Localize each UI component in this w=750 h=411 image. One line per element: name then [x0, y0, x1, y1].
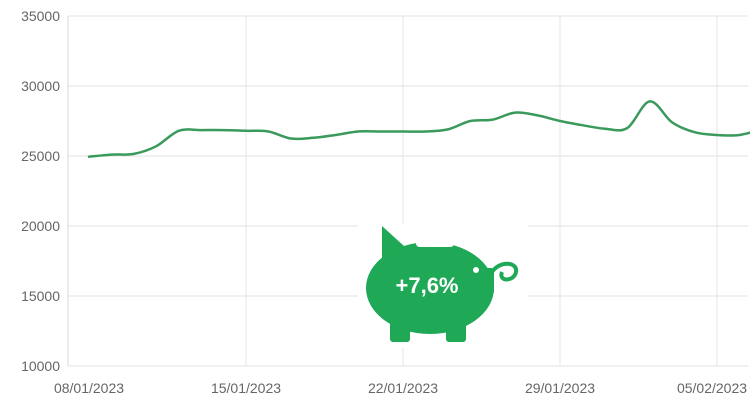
piggy-bank-badge: +7,6% [358, 224, 528, 348]
y-tick-label: 30000 [21, 78, 60, 94]
x-tick-label: 29/01/2023 [525, 380, 595, 396]
y-tick-label: 20000 [21, 218, 60, 234]
x-tick-label: 05/02/2023 [677, 380, 747, 396]
y-tick-label: 15000 [21, 288, 60, 304]
x-tick-label: 08/01/2023 [54, 380, 124, 396]
x-axis-ticks: 08/01/2023 15/01/2023 22/01/2023 29/01/2023… [54, 380, 747, 396]
y-tick-label: 25000 [21, 148, 60, 164]
y-tick-label: 35000 [21, 8, 60, 24]
series-line [87, 100, 750, 158]
y-axis-ticks: 10000 15000 20000 25000 30000 35000 [21, 8, 60, 374]
piggy-bank-icon [366, 226, 519, 342]
x-tick-label: 22/01/2023 [368, 380, 438, 396]
x-tick-label: 15/01/2023 [211, 380, 281, 396]
badge-text: +7,6% [396, 273, 459, 298]
y-tick-label: 10000 [21, 358, 60, 374]
